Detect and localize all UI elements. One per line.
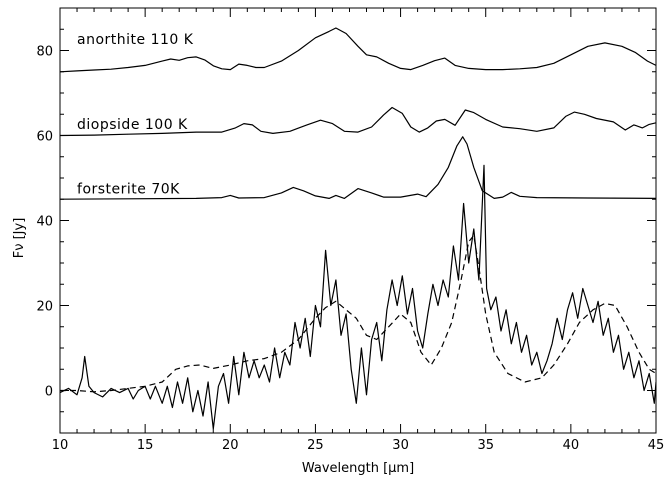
series-line-0 <box>60 27 656 73</box>
series-line-4 <box>60 164 656 430</box>
x-tick-label: 25 <box>307 438 324 453</box>
x-tick-label: 20 <box>222 438 239 453</box>
axis-ticks <box>59 7 657 434</box>
curve-label-1: diopside 100 K <box>77 117 188 133</box>
annotations: anorthite 110 K diopside 100 K forsterite … <box>77 32 194 198</box>
y-tick-label: 20 <box>36 300 53 315</box>
x-tick-label: 45 <box>648 438 665 453</box>
curve-label-0: anorthite 110 K <box>77 32 194 48</box>
series-layer <box>60 27 656 430</box>
x-tick-label: 30 <box>392 438 409 453</box>
plot-frame <box>59 7 657 434</box>
y-tick-label: 60 <box>36 130 53 145</box>
series-line-1 <box>60 106 656 137</box>
y-tick-label: 0 <box>45 385 53 400</box>
x-tick-label: 15 <box>137 438 154 453</box>
series-line-3 <box>60 234 656 393</box>
tick-labels: 10 15 20 25 30 35 40 45 0 20 40 60 80 <box>36 45 664 454</box>
y-tick-label: 80 <box>36 45 53 60</box>
y-tick-label: 40 <box>36 215 53 230</box>
x-axis-label: Wavelength [μm] <box>302 461 414 476</box>
series-line-2 <box>60 136 656 200</box>
y-axis-label: Fν [Jy] <box>12 218 27 259</box>
x-tick-label: 40 <box>563 438 580 453</box>
x-tick-label: 35 <box>477 438 494 453</box>
curve-label-2: forsterite 70K <box>77 182 180 198</box>
x-tick-label: 10 <box>52 438 69 453</box>
